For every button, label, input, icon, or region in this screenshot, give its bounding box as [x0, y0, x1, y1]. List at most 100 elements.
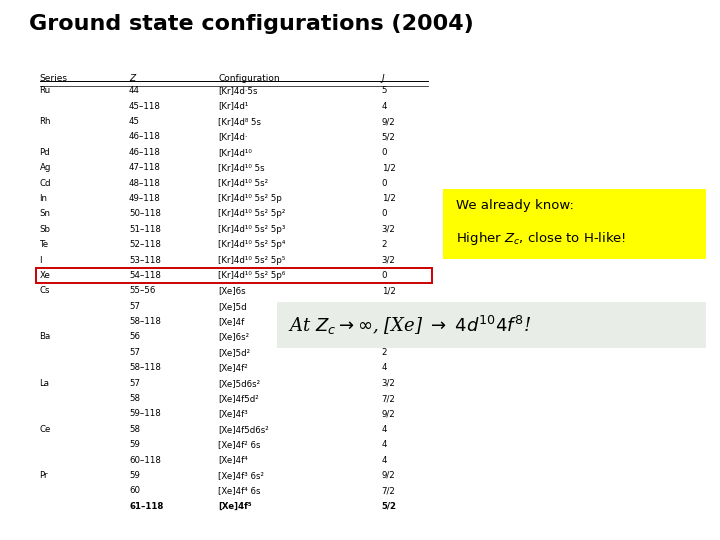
Text: 57: 57 — [129, 379, 140, 388]
Text: [Xe]4f³: [Xe]4f³ — [218, 409, 248, 418]
Text: National Institute of Standards and Technology: National Institute of Standards and Tech… — [35, 520, 127, 524]
Text: [Kr]4d⁸ 5s: [Kr]4d⁸ 5s — [218, 117, 261, 126]
Text: [Xe]4f⁵: [Xe]4f⁵ — [218, 502, 252, 511]
Text: 9/2: 9/2 — [382, 409, 395, 418]
Text: 59–118: 59–118 — [129, 409, 161, 418]
Text: NIST: NIST — [35, 500, 75, 514]
Text: [Xe]4f: [Xe]4f — [218, 317, 245, 326]
Text: Ba: Ba — [40, 333, 51, 341]
Text: [Kr]4d¹⁰ 5s² 5p: [Kr]4d¹⁰ 5s² 5p — [218, 194, 282, 203]
Text: 4: 4 — [382, 440, 387, 449]
Text: [Kr]4d¹: [Kr]4d¹ — [218, 102, 249, 111]
Text: [Xe]4f⁴: [Xe]4f⁴ — [218, 456, 248, 464]
Text: I: I — [40, 255, 42, 265]
Text: 0: 0 — [382, 210, 387, 218]
Text: 50–118: 50–118 — [129, 210, 161, 218]
Text: 49–118: 49–118 — [129, 194, 161, 203]
Text: [Xe]4f⁴ 6s: [Xe]4f⁴ 6s — [218, 487, 261, 495]
Text: 58: 58 — [129, 425, 140, 434]
Text: [Kr]4d¹⁰ 5s² 5p⁴: [Kr]4d¹⁰ 5s² 5p⁴ — [218, 240, 286, 249]
Text: 54–118: 54–118 — [129, 271, 161, 280]
Text: 0: 0 — [382, 333, 387, 341]
Text: 1/2: 1/2 — [382, 163, 395, 172]
Text: Cd: Cd — [40, 179, 51, 187]
Text: 46–118: 46–118 — [129, 132, 161, 141]
Text: [Xe]5d²: [Xe]5d² — [218, 348, 251, 357]
Text: J: J — [382, 74, 384, 83]
Text: [Kr]4d¹⁰: [Kr]4d¹⁰ — [218, 148, 252, 157]
Text: In: In — [40, 194, 48, 203]
Text: 58–118: 58–118 — [129, 363, 161, 372]
Text: [Kr]4d¹⁰ 5s²: [Kr]4d¹⁰ 5s² — [218, 179, 269, 187]
Text: 3/2: 3/2 — [382, 225, 395, 234]
Text: 9/2: 9/2 — [382, 117, 395, 126]
Text: 58–118: 58–118 — [129, 317, 161, 326]
Text: [Kr]4d¹⁰ 5s² 5p²: [Kr]4d¹⁰ 5s² 5p² — [218, 210, 286, 218]
Text: [Xe]4f² 6s: [Xe]4f² 6s — [218, 440, 261, 449]
Text: 4: 4 — [382, 456, 387, 464]
Text: 7/2: 7/2 — [382, 487, 395, 495]
Text: 48–118: 48–118 — [129, 179, 161, 187]
Text: 4: 4 — [382, 363, 387, 372]
Text: Xe: Xe — [40, 271, 50, 280]
Bar — [443, 189, 706, 259]
Text: Ru: Ru — [40, 86, 50, 95]
Text: 56: 56 — [129, 333, 140, 341]
Text: [Kr]4d·: [Kr]4d· — [218, 132, 248, 141]
Text: 57: 57 — [129, 302, 140, 310]
Text: 52–118: 52–118 — [129, 240, 161, 249]
Text: 60: 60 — [129, 487, 140, 495]
Text: Pr: Pr — [40, 471, 48, 480]
Text: 2: 2 — [382, 348, 387, 357]
Text: [Kr]4d¹⁰ 5s: [Kr]4d¹⁰ 5s — [218, 163, 265, 172]
Text: Sn: Sn — [40, 210, 50, 218]
Text: [Xe]4f5d²: [Xe]4f5d² — [218, 394, 259, 403]
Text: [Kr]4d¹⁰ 5s² 5p³: [Kr]4d¹⁰ 5s² 5p³ — [218, 225, 286, 234]
Text: 5/2: 5/2 — [382, 502, 397, 511]
Text: 0: 0 — [382, 148, 387, 157]
Text: 3/2: 3/2 — [382, 255, 395, 265]
Text: 44: 44 — [129, 86, 140, 95]
Text: 3/2: 3/2 — [382, 302, 395, 310]
Text: [Xe]6s²: [Xe]6s² — [218, 333, 250, 341]
Text: 1/2: 1/2 — [382, 194, 395, 203]
Text: 5: 5 — [382, 86, 387, 95]
Text: 7/2: 7/2 — [382, 394, 395, 403]
Text: [Xe]6s: [Xe]6s — [218, 286, 246, 295]
Text: 2: 2 — [382, 240, 387, 249]
Text: Ground state configurations (2004): Ground state configurations (2004) — [29, 14, 474, 33]
Text: 1/2: 1/2 — [382, 286, 395, 295]
Text: [Xe]5d6s²: [Xe]5d6s² — [218, 379, 261, 388]
Text: [Xe]5d: [Xe]5d — [218, 302, 247, 310]
Text: [Kr]4d¹⁰ 5s² 5p⁶: [Kr]4d¹⁰ 5s² 5p⁶ — [218, 271, 286, 280]
Text: 0: 0 — [382, 271, 387, 280]
Text: 58: 58 — [129, 394, 140, 403]
Text: Series: Series — [40, 74, 68, 83]
Bar — [277, 302, 706, 348]
Text: 45–118: 45–118 — [129, 102, 161, 111]
Text: Configuration: Configuration — [218, 74, 280, 83]
Text: [Xe]4f²: [Xe]4f² — [218, 363, 248, 372]
Text: 4: 4 — [382, 425, 387, 434]
Text: 51–118: 51–118 — [129, 225, 161, 234]
Text: Rh: Rh — [40, 117, 51, 126]
Text: 9/2: 9/2 — [382, 471, 395, 480]
Text: Z: Z — [129, 74, 135, 83]
Text: 53–118: 53–118 — [129, 255, 161, 265]
Text: 57: 57 — [129, 348, 140, 357]
Text: [Kr]4d·5s: [Kr]4d·5s — [218, 86, 258, 95]
Text: Te: Te — [40, 240, 49, 249]
Text: Pd: Pd — [40, 148, 50, 157]
Text: Cs: Cs — [40, 286, 50, 295]
Text: Ce: Ce — [40, 425, 51, 434]
Text: La: La — [40, 379, 50, 388]
Text: 5/2: 5/2 — [382, 132, 395, 141]
Text: 55–56: 55–56 — [129, 286, 156, 295]
Text: [Xe]4f³ 6s²: [Xe]4f³ 6s² — [218, 471, 264, 480]
Text: 0: 0 — [382, 179, 387, 187]
Text: 46–118: 46–118 — [129, 148, 161, 157]
Text: 45: 45 — [129, 117, 140, 126]
Text: At $Z_c \rightarrow \infty$, [Xe] $\rightarrow$ $4d^{10}4f^{8}$!: At $Z_c \rightarrow \infty$, [Xe] $\righ… — [288, 314, 531, 337]
Text: 59: 59 — [129, 440, 140, 449]
Text: 61–118: 61–118 — [129, 502, 163, 511]
